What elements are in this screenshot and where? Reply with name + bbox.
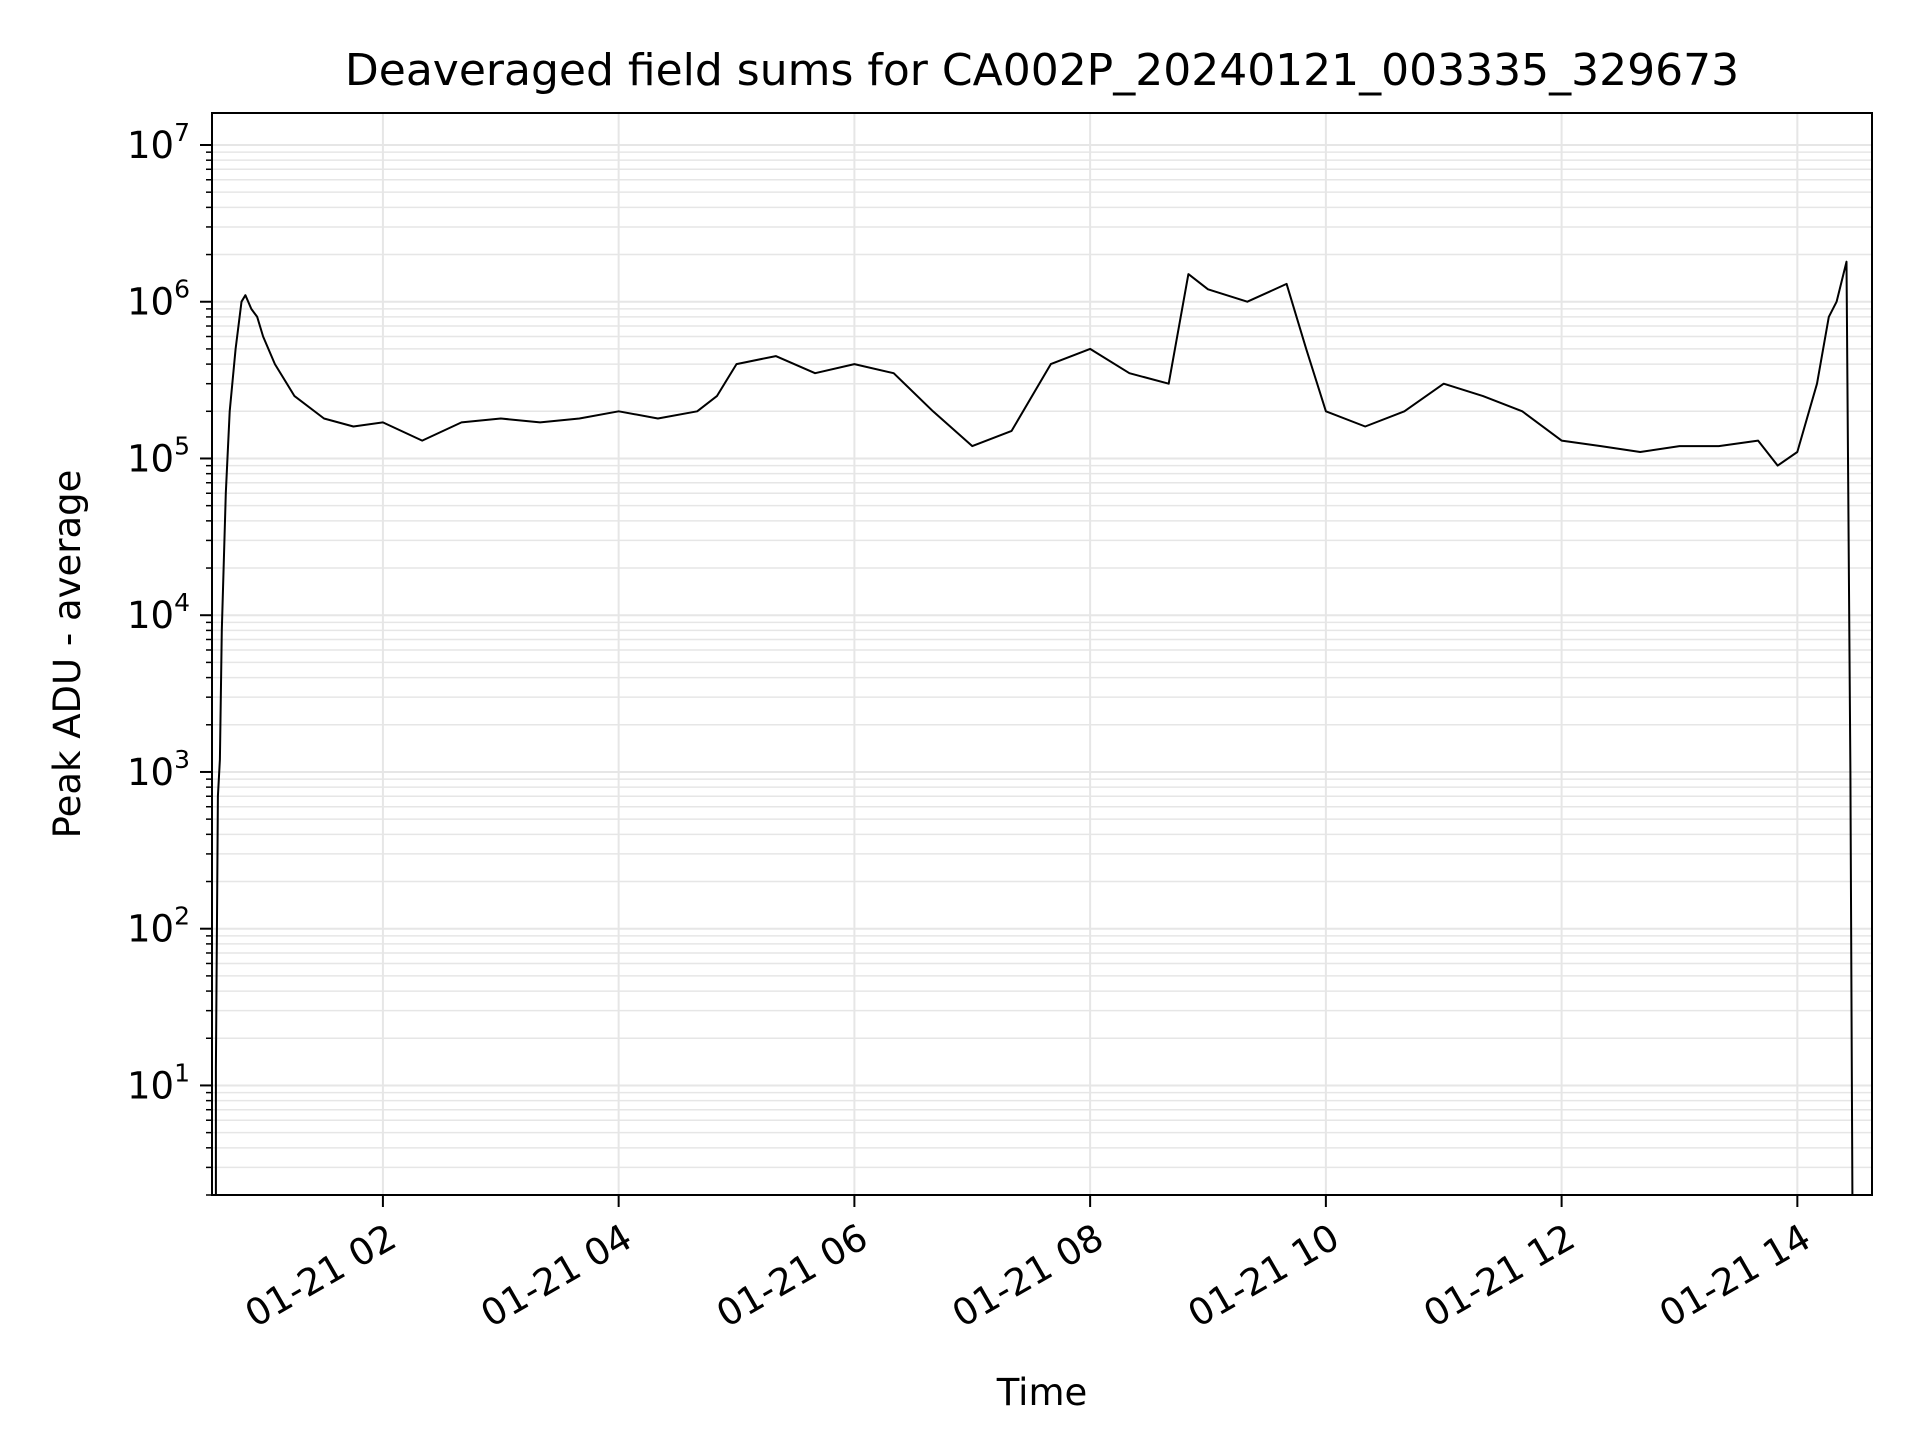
y-tick-label: 101 [127, 1058, 190, 1107]
grid-layer [212, 113, 1872, 1196]
chart-title: Deaveraged field sums for CA002P_2024012… [345, 45, 1739, 96]
series-line [214, 260, 1854, 1196]
plot-frame [211, 112, 1873, 1196]
y-tick-label: 103 [127, 745, 190, 794]
y-tick-label: 106 [127, 275, 190, 324]
y-axis-ticks: 101 102 103 104 105 106 107 [127, 118, 212, 1196]
y-tick-label: 104 [127, 588, 190, 637]
series-layer [214, 260, 1854, 1196]
y-tick-label: 105 [127, 431, 190, 480]
y-tick-label: 102 [127, 902, 190, 951]
y-axis-label: Peak ADU - average [46, 470, 89, 839]
x-axis-label: Time [996, 1371, 1088, 1414]
y-tick-label: 107 [127, 118, 190, 167]
